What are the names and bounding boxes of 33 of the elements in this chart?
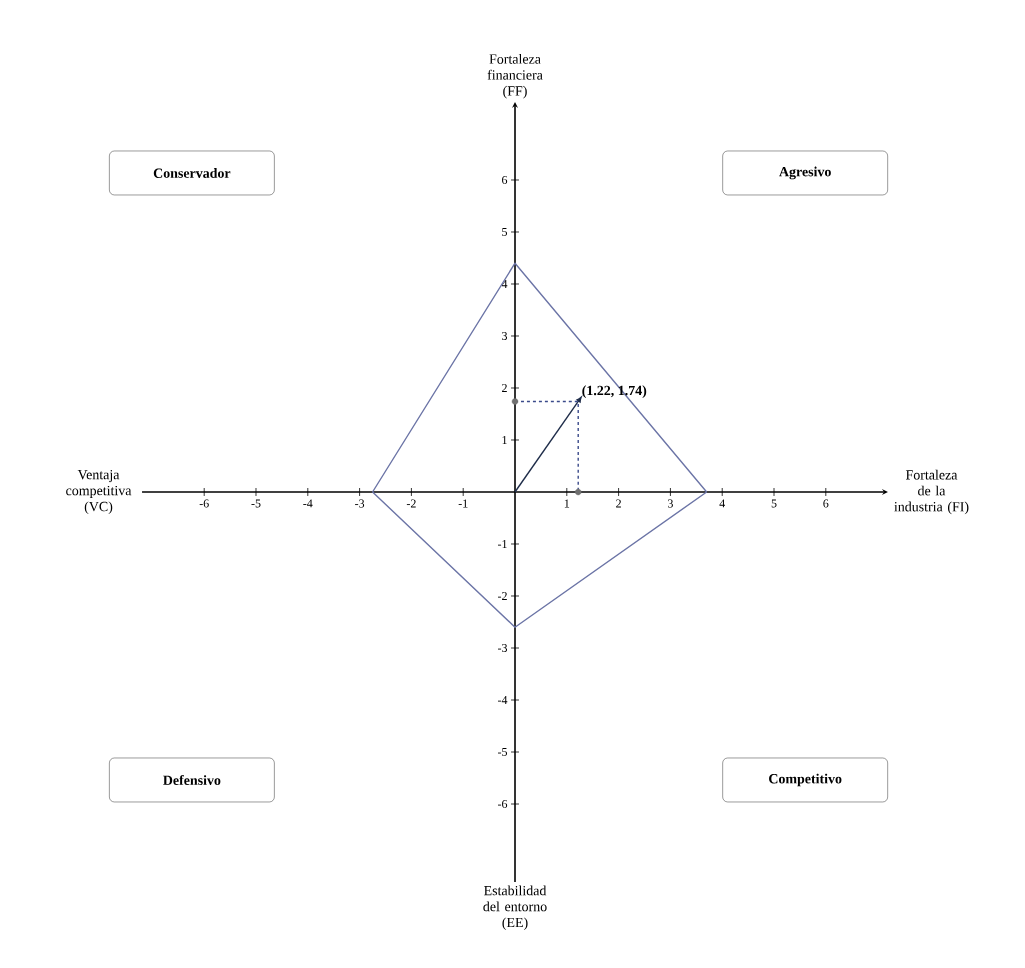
annotation: Competitivo (769, 773, 842, 787)
annotation: Agresivo (779, 166, 831, 180)
x-tick-label: -4 (303, 499, 313, 508)
x-tick-label: 3 (668, 499, 673, 508)
x-tick-label: 2 (616, 499, 621, 508)
annotation: Defensivo (163, 774, 221, 785)
x-tick-label: -3 (355, 499, 365, 508)
x-tick-label: 4 (719, 499, 726, 508)
y-tick-label: 5 (502, 228, 508, 236)
y-tick-label: 2 (502, 384, 507, 392)
x-tick-label: -5 (251, 499, 261, 508)
x-tick-label: -2 (406, 499, 416, 508)
y-tick-label: 3 (502, 331, 508, 340)
y-tick-label: -6 (497, 799, 508, 809)
annotation: Conservador (153, 168, 231, 178)
y-tick-label: 1 (502, 436, 507, 444)
x-axis-title: Fortaleza de la industria (FI) (894, 469, 969, 515)
text: Estabilidad del entorno (EE) (483, 885, 547, 931)
y-tick-label: -2 (497, 592, 507, 600)
y-axis-title: Fortaleza financiera (FF) (487, 53, 543, 99)
y-tick-label: -1 (497, 540, 507, 548)
x-tick-label: 1 (564, 499, 570, 508)
x-tick-label: -6 (199, 499, 209, 508)
y-tick-label: -4 (497, 696, 508, 704)
annotation: (1.22, 1.74) (582, 385, 647, 398)
y-tick-label: -5 (497, 748, 508, 756)
y-tick-label: -3 (497, 643, 508, 653)
x-tick-label: -1 (458, 499, 468, 508)
y-tick-label: 4 (501, 280, 508, 288)
x-tick-label: 6 (823, 499, 829, 508)
y-tick-label: 6 (502, 175, 508, 184)
text: Ventaja competitiva (VC) (66, 469, 132, 515)
x-tick-label: 5 (771, 499, 777, 508)
